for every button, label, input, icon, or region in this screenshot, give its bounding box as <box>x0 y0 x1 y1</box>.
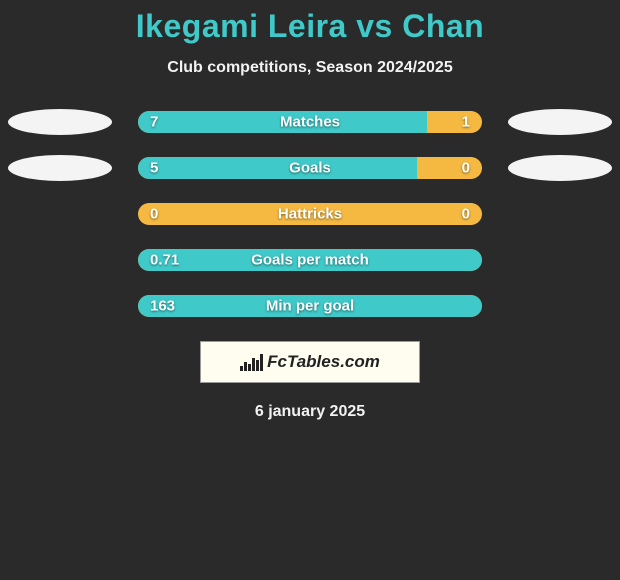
stat-right-value: 0 <box>462 160 470 177</box>
stat-row: 0 0 Hattricks <box>0 203 620 225</box>
stat-bar: 0 0 Hattricks <box>138 203 482 225</box>
date-label: 6 january 2025 <box>0 403 620 421</box>
stat-label: Min per goal <box>266 298 354 315</box>
brand-box: FcTables.com <box>200 341 420 383</box>
stat-bar: 5 0 Goals <box>138 157 482 179</box>
player-left-avatar <box>8 155 112 181</box>
stat-left-value: 0.71 <box>150 252 179 269</box>
stat-label: Goals <box>289 160 331 177</box>
stat-bar: 163 Min per goal <box>138 295 482 317</box>
stat-label: Matches <box>280 114 340 131</box>
player-right-avatar <box>508 155 612 181</box>
stat-row: 163 Min per goal <box>0 295 620 317</box>
stat-bar-fill <box>138 157 417 179</box>
player-left-avatar <box>8 109 112 135</box>
player-right-avatar <box>508 109 612 135</box>
stat-bar: 0.71 Goals per match <box>138 249 482 271</box>
brand-text: FcTables.com <box>267 352 380 372</box>
subtitle: Club competitions, Season 2024/2025 <box>0 59 620 77</box>
stat-row: 0.71 Goals per match <box>0 249 620 271</box>
stat-right-value: 0 <box>462 206 470 223</box>
stat-left-value: 7 <box>150 114 158 131</box>
stats-rows: 7 1 Matches 5 0 Goals 0 0 Hattricks 0.71 Goals per… <box>0 111 620 317</box>
stat-bar: 7 1 Matches <box>138 111 482 133</box>
stat-right-value: 1 <box>462 114 470 131</box>
stat-row: 7 1 Matches <box>0 111 620 133</box>
stat-left-value: 5 <box>150 160 158 177</box>
page-title: Ikegami Leira vs Chan <box>0 0 620 45</box>
stat-label: Hattricks <box>278 206 342 223</box>
stat-left-value: 163 <box>150 298 175 315</box>
chart-bars-icon <box>240 353 263 371</box>
stat-left-value: 0 <box>150 206 158 223</box>
stat-row: 5 0 Goals <box>0 157 620 179</box>
stat-label: Goals per match <box>251 252 369 269</box>
